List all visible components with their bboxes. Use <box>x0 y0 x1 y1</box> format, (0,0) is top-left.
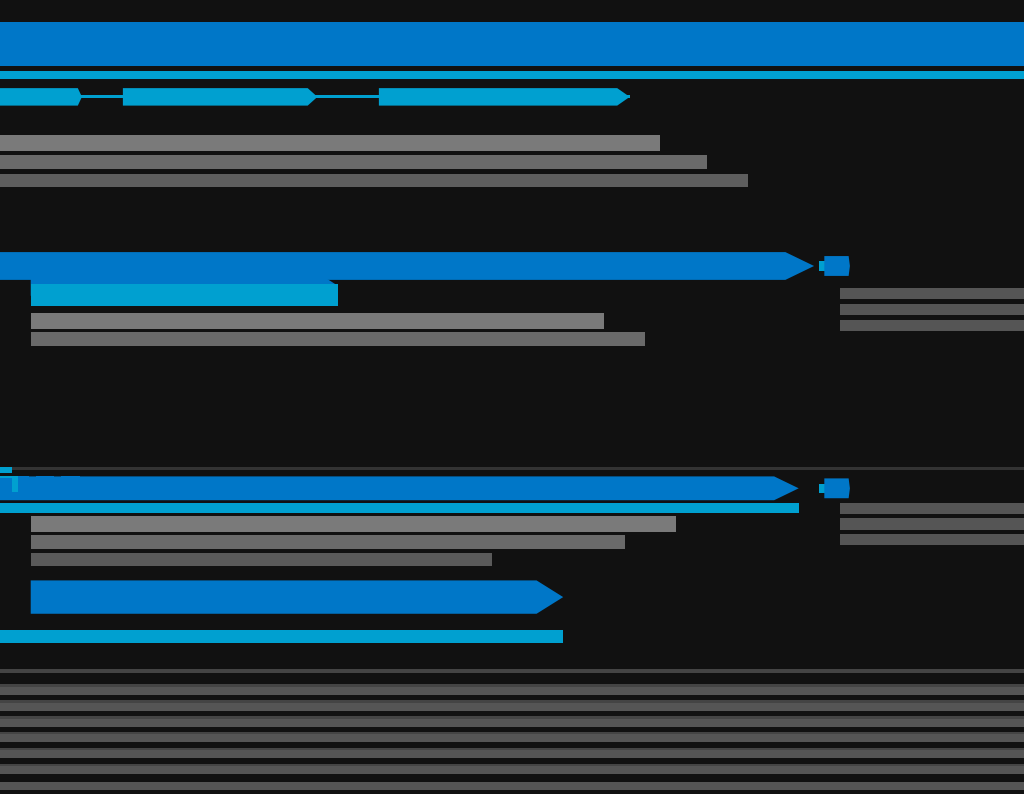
FancyBboxPatch shape <box>0 476 18 492</box>
FancyBboxPatch shape <box>0 478 12 499</box>
Polygon shape <box>379 88 630 106</box>
FancyBboxPatch shape <box>0 732 1024 737</box>
Polygon shape <box>31 276 338 295</box>
FancyBboxPatch shape <box>31 284 338 306</box>
FancyBboxPatch shape <box>0 174 748 187</box>
FancyBboxPatch shape <box>0 630 563 643</box>
FancyBboxPatch shape <box>0 503 799 513</box>
FancyBboxPatch shape <box>0 734 1024 742</box>
FancyBboxPatch shape <box>0 716 1024 721</box>
FancyBboxPatch shape <box>36 476 54 492</box>
FancyBboxPatch shape <box>31 332 645 346</box>
FancyBboxPatch shape <box>0 71 1024 79</box>
Polygon shape <box>123 88 317 106</box>
FancyBboxPatch shape <box>0 21 1024 66</box>
Polygon shape <box>0 252 814 280</box>
FancyBboxPatch shape <box>840 534 1024 545</box>
FancyBboxPatch shape <box>61 476 80 492</box>
FancyBboxPatch shape <box>0 467 12 473</box>
FancyBboxPatch shape <box>0 155 707 169</box>
FancyBboxPatch shape <box>0 684 1024 689</box>
FancyBboxPatch shape <box>10 476 29 492</box>
FancyBboxPatch shape <box>840 518 1024 530</box>
FancyBboxPatch shape <box>0 748 1024 753</box>
FancyBboxPatch shape <box>0 135 660 151</box>
FancyBboxPatch shape <box>0 95 630 98</box>
FancyBboxPatch shape <box>31 516 676 532</box>
FancyBboxPatch shape <box>840 320 1024 331</box>
Polygon shape <box>0 476 799 500</box>
FancyBboxPatch shape <box>0 467 1024 470</box>
FancyBboxPatch shape <box>840 288 1024 299</box>
FancyBboxPatch shape <box>0 719 1024 727</box>
FancyBboxPatch shape <box>31 313 604 329</box>
FancyBboxPatch shape <box>819 484 835 493</box>
FancyBboxPatch shape <box>819 261 835 271</box>
FancyBboxPatch shape <box>0 750 1024 758</box>
FancyBboxPatch shape <box>0 782 1024 790</box>
FancyBboxPatch shape <box>0 766 1024 774</box>
Polygon shape <box>824 478 850 499</box>
FancyBboxPatch shape <box>0 764 1024 769</box>
FancyBboxPatch shape <box>31 553 492 566</box>
Polygon shape <box>824 256 850 276</box>
Polygon shape <box>0 88 82 106</box>
FancyBboxPatch shape <box>840 503 1024 514</box>
FancyBboxPatch shape <box>31 535 625 549</box>
FancyBboxPatch shape <box>0 669 1024 673</box>
Polygon shape <box>31 580 563 614</box>
FancyBboxPatch shape <box>840 304 1024 315</box>
FancyBboxPatch shape <box>0 700 1024 705</box>
FancyBboxPatch shape <box>0 703 1024 711</box>
FancyBboxPatch shape <box>0 687 1024 695</box>
